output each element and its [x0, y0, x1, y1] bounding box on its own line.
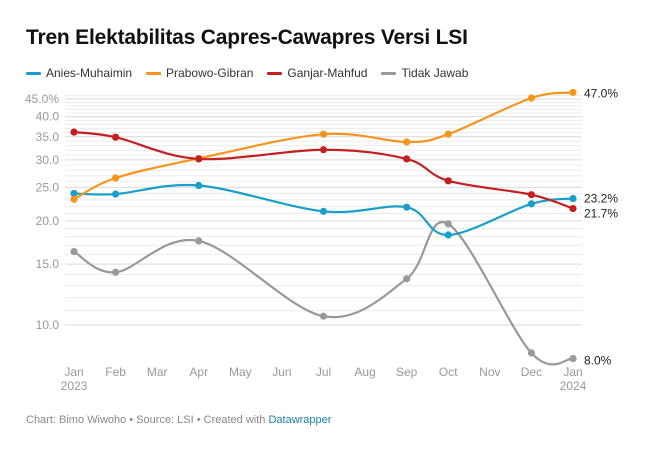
legend: Anies-Muhaimin Prabowo-Gibran Ganjar-Mah…	[26, 66, 468, 80]
data-point-ganjar-mahfud	[319, 146, 328, 154]
legend-label-tidak-jawab: Tidak Jawab	[401, 66, 469, 80]
legend-label-ganjar: Ganjar-Mahfud	[287, 66, 368, 80]
x-tick-label: Jun	[272, 365, 291, 379]
legend-item-prabowo: Prabowo-Gibran	[146, 66, 253, 80]
footer-credit: Chart: Bimo Wiwoho • Source: LSI • Creat…	[26, 414, 269, 426]
data-point-prabowo-gibran	[444, 130, 452, 138]
x-tick-label: Jul	[316, 365, 331, 379]
series-line-ganjar-mahfud	[72, 131, 575, 210]
chart-footer: Chart: Bimo Wiwoho • Source: LSI • Creat…	[26, 414, 331, 426]
data-point-ganjar-mahfud	[527, 191, 536, 199]
data-point-tidak-jawab	[319, 312, 328, 320]
y-tick-label: 35.0	[36, 130, 60, 144]
y-tick-label: 15.0	[36, 257, 60, 271]
legend-swatch-prabowo	[146, 71, 162, 75]
data-point-prabowo-gibran	[319, 130, 328, 138]
data-point-ganjar-mahfud	[70, 128, 78, 136]
series-points	[70, 88, 577, 363]
data-point-anies-muhaimin	[319, 207, 328, 215]
x-tick-label: Jan	[563, 365, 582, 379]
y-tick-label: 45.0%	[25, 92, 59, 106]
data-point-anies-muhaimin	[403, 203, 411, 211]
legend-swatch-ganjar	[267, 71, 283, 75]
legend-swatch-anies	[26, 71, 41, 75]
x-tick-label: Dec	[521, 365, 542, 379]
x-tick-label: Jan	[64, 365, 83, 379]
data-point-tidak-jawab	[569, 354, 577, 363]
data-point-tidak-jawab	[195, 237, 203, 245]
y-axis-ticks: 10.0 15.0 20.0 25.0 30.0 35.0 40.0 45.0%	[25, 92, 59, 332]
legend-swatch-tidak-jawab	[381, 71, 397, 75]
data-point-anies-muhaimin	[569, 194, 577, 203]
series-line-tidak-jawab	[72, 220, 575, 366]
end-labels: 23.2% 47.0% 21.7% 8.0%	[584, 86, 618, 367]
legend-item-ganjar: Ganjar-Mahfud	[267, 66, 367, 80]
x-tick-label: Nov	[479, 365, 500, 379]
data-point-ganjar-mahfud	[569, 204, 577, 213]
x-tick-year: 2024	[560, 379, 587, 393]
y-tick-label: 30.0	[36, 153, 60, 167]
data-point-anies-muhaimin	[444, 231, 452, 239]
x-tick-label: Feb	[105, 365, 126, 379]
y-tick-label: 25.0	[36, 180, 60, 194]
data-point-ganjar-mahfud	[403, 155, 411, 163]
data-point-tidak-jawab	[444, 220, 452, 228]
data-point-ganjar-mahfud	[444, 177, 452, 185]
data-point-tidak-jawab	[70, 247, 78, 256]
data-point-anies-muhaimin	[111, 190, 120, 198]
data-point-anies-muhaimin	[70, 189, 78, 198]
end-label-prabowo-gibran: 47.0%	[584, 86, 618, 100]
legend-item-anies: Anies-Muhaimin	[26, 66, 132, 80]
x-tick-year: 2023	[61, 379, 88, 393]
series-line-prabowo-gibran	[72, 91, 575, 201]
datawrapper-link[interactable]: Datawrapper	[268, 414, 332, 426]
legend-label-anies: Anies-Muhaimin	[46, 66, 133, 80]
data-point-ganjar-mahfud	[195, 155, 203, 163]
data-point-tidak-jawab	[111, 268, 120, 276]
y-tick-label: 40.0	[36, 110, 60, 124]
data-point-prabowo-gibran	[569, 88, 577, 97]
data-point-anies-muhaimin	[527, 200, 536, 208]
chart-title: Tren Elektabilitas Capres-Cawapres Versi…	[26, 26, 468, 49]
y-tick-label: 20.0	[36, 214, 60, 228]
data-point-prabowo-gibran	[527, 94, 536, 102]
legend-label-prabowo: Prabowo-Gibran	[166, 66, 254, 80]
y-tick-label: 10.0	[36, 318, 60, 332]
x-tick-label: Mar	[147, 365, 168, 379]
data-point-ganjar-mahfud	[111, 133, 120, 141]
end-label-ganjar-mahfud: 21.7%	[584, 207, 618, 221]
end-label-tidak-jawab: 8.0%	[584, 354, 612, 368]
data-point-prabowo-gibran	[403, 138, 411, 146]
data-point-tidak-jawab	[527, 349, 536, 357]
series-line-anies-muhaimin	[72, 183, 575, 237]
series-lines	[72, 91, 575, 366]
x-tick-label: Sep	[396, 365, 418, 379]
data-point-prabowo-gibran	[70, 195, 78, 203]
data-point-prabowo-gibran	[111, 174, 120, 182]
x-tick-label: Aug	[354, 365, 375, 379]
x-tick-label: Oct	[439, 365, 458, 379]
data-point-tidak-jawab	[403, 275, 411, 283]
legend-item-tidak-jawab: Tidak Jawab	[381, 66, 468, 80]
data-point-anies-muhaimin	[195, 181, 203, 190]
x-tick-label: May	[229, 365, 252, 379]
x-tick-label: Apr	[189, 365, 208, 379]
end-label-anies-muhaimin: 23.2%	[584, 192, 618, 206]
